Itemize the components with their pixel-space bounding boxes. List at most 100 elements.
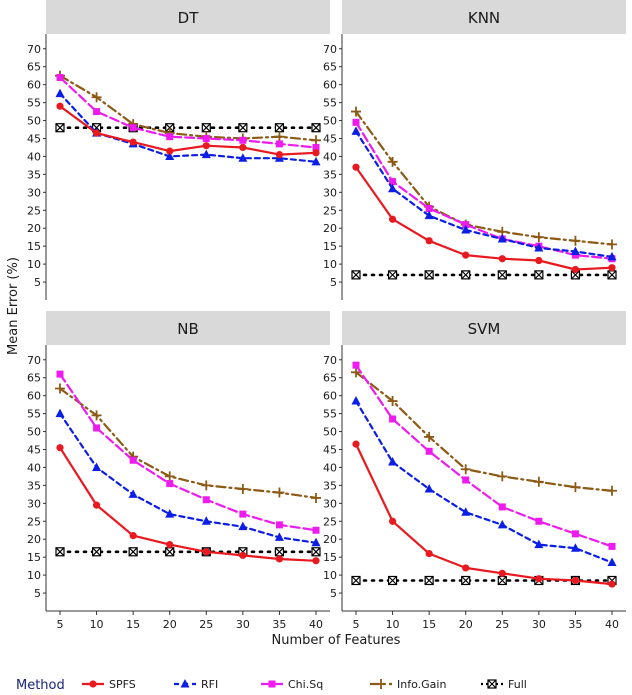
marker-triangle xyxy=(424,483,434,493)
series-info-gain xyxy=(55,383,321,503)
y-tick-label: 60 xyxy=(27,390,41,403)
marker-plus xyxy=(164,471,175,482)
marker-cross xyxy=(461,270,471,280)
marker-circle xyxy=(239,143,247,152)
marker-square xyxy=(312,526,320,534)
x-tick-label: 25 xyxy=(495,618,509,631)
marker-square xyxy=(425,447,433,455)
series-line xyxy=(58,373,318,532)
marker-cross xyxy=(275,123,284,133)
y-tick-label: 25 xyxy=(27,515,41,528)
marker-circle xyxy=(166,541,174,549)
marker-boxed-x xyxy=(461,575,471,586)
marker-cross xyxy=(55,123,65,133)
marker-boxed-x xyxy=(274,547,285,557)
y-tick-label: 65 xyxy=(27,61,41,74)
marker-circle xyxy=(608,264,616,272)
y-tick-label: 35 xyxy=(323,479,337,492)
y-tick-label: 5 xyxy=(330,276,337,289)
marker-circle xyxy=(312,557,320,565)
x-tick-label: 20 xyxy=(163,618,177,631)
y-tick-label: 45 xyxy=(323,443,337,456)
marker-square xyxy=(166,133,174,141)
marker-circle xyxy=(388,215,397,223)
y-tick-label: 45 xyxy=(27,132,41,145)
series-line xyxy=(354,371,614,492)
y-tick-label: 25 xyxy=(27,204,41,217)
marker-boxed-x xyxy=(497,575,507,586)
series-rfi xyxy=(55,408,321,547)
marker-boxed-x xyxy=(424,270,434,280)
y-tick-label: 30 xyxy=(27,186,41,199)
series-line xyxy=(58,105,318,156)
series-line xyxy=(354,399,614,564)
x-tick-label: 30 xyxy=(532,618,546,631)
marker-square xyxy=(352,361,360,369)
marker-circle xyxy=(166,147,174,155)
series-rfi xyxy=(351,126,617,261)
series-spfs xyxy=(56,102,320,159)
marker-triangle xyxy=(201,516,211,525)
marker-square xyxy=(462,221,470,229)
marker-square xyxy=(608,542,616,550)
marker-cross xyxy=(497,270,507,280)
marker-plus xyxy=(351,367,361,378)
y-tick-label: 20 xyxy=(27,533,41,546)
x-tick-label: 40 xyxy=(309,618,323,631)
series-line xyxy=(58,446,318,562)
series-line xyxy=(354,110,614,246)
marker-circle xyxy=(202,548,210,556)
marker-cross xyxy=(388,270,397,280)
marker-circle xyxy=(352,163,360,171)
y-axis-title: Mean Error (%) xyxy=(6,257,21,355)
marker-square xyxy=(93,424,101,432)
marker-boxed-x xyxy=(201,123,211,133)
marker-square xyxy=(275,521,283,529)
marker-cross xyxy=(165,123,175,133)
marker-plus xyxy=(607,239,617,250)
x-tick-label: 15 xyxy=(422,618,436,631)
marker-circle xyxy=(571,576,580,585)
series-full xyxy=(351,270,617,280)
marker-circle xyxy=(462,251,470,259)
y-tick-label: 25 xyxy=(323,515,337,528)
plot-area xyxy=(46,34,330,300)
series-spfs xyxy=(56,444,320,565)
marker-triangle xyxy=(497,519,507,529)
y-tick-label: 55 xyxy=(27,408,41,421)
y-tick-label: 45 xyxy=(27,443,41,456)
marker-square xyxy=(462,476,470,484)
marker-cross xyxy=(424,576,434,585)
y-tick-label: 5 xyxy=(330,587,337,600)
marker-circle xyxy=(56,102,64,110)
marker-triangle xyxy=(165,509,175,518)
marker-triangle xyxy=(128,489,138,498)
marker-plus xyxy=(376,679,386,689)
y-tick-label: 10 xyxy=(323,258,337,271)
x-tick-label: 35 xyxy=(568,618,582,631)
marker-triangle xyxy=(311,537,321,547)
legend-label: Info.Gain xyxy=(397,678,446,691)
panel-title: KNN xyxy=(468,9,500,27)
marker-boxed-x xyxy=(55,547,65,557)
marker-square xyxy=(498,503,506,511)
y-tick-label: 55 xyxy=(323,408,337,421)
marker-plus xyxy=(91,92,102,103)
marker-circle xyxy=(498,255,506,263)
marker-triangle xyxy=(311,156,321,166)
marker-cross xyxy=(571,270,580,280)
marker-plus xyxy=(201,480,212,491)
marker-plus xyxy=(274,131,285,142)
y-tick-label: 50 xyxy=(323,426,337,439)
legend-label: Full xyxy=(508,678,527,691)
marker-circle xyxy=(498,569,506,577)
panel-title: SVM xyxy=(468,320,501,338)
marker-boxed-x xyxy=(461,270,471,280)
y-tick-label: 65 xyxy=(27,372,41,385)
marker-plus xyxy=(497,471,508,482)
marker-circle xyxy=(92,501,101,509)
marker-cross xyxy=(424,270,434,280)
marker-triangle xyxy=(55,88,65,98)
marker-plus xyxy=(387,156,398,167)
